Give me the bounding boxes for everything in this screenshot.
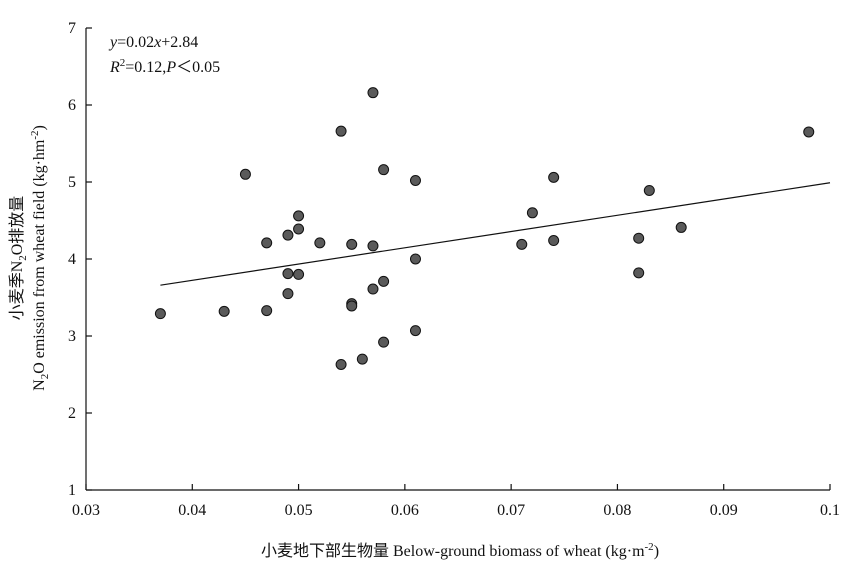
data-point: [633, 267, 645, 279]
data-point: [154, 308, 166, 320]
data-point: [261, 237, 273, 249]
y-tick-label: 6: [68, 97, 76, 114]
y-tick-label: 7: [68, 20, 76, 37]
data-point: [803, 126, 815, 138]
x-tick-label: 0.08: [603, 502, 631, 519]
data-point: [409, 174, 421, 186]
x-tick-labels: 0.03 0.04 0.05 0.06 0.07 0.08 0.09 0.1: [72, 502, 840, 519]
x-axis-title: 小麦地下部生物量 Below-ground biomass of wheat (…: [261, 541, 659, 560]
y-axis-title: 小麦季N2O排放量 N2O emission from wheat field …: [8, 125, 51, 391]
axes: [85, 28, 830, 491]
y-tick-label: 4: [68, 251, 76, 268]
data-point: [675, 221, 687, 233]
data-point: [335, 125, 347, 137]
data-point: [314, 237, 326, 249]
trendline-group: [160, 182, 831, 286]
x-tick-label: 0.1: [820, 502, 840, 519]
y-tick-label: 3: [68, 328, 76, 345]
regression-stats: R2=0.12,P＜0.05: [109, 57, 220, 76]
y-tick-label: 1: [68, 482, 76, 499]
data-point: [346, 300, 358, 312]
data-point: [293, 210, 305, 222]
data-point: [409, 253, 421, 265]
data-point: [409, 325, 421, 337]
x-tick-label: 0.06: [391, 502, 419, 519]
x-tick-label: 0.05: [285, 502, 313, 519]
data-point: [633, 232, 645, 244]
x-tick-label: 0.09: [710, 502, 738, 519]
data-point: [335, 358, 347, 370]
x-tick-label: 0.03: [72, 502, 100, 519]
data-point: [293, 268, 305, 280]
data-point: [239, 168, 251, 180]
data-point: [282, 229, 294, 241]
data-point: [282, 288, 294, 300]
y-axis-title-en: N2O emission from wheat field (kg·hm-2): [29, 125, 51, 391]
trendline: [160, 182, 831, 286]
data-point: [356, 353, 368, 365]
data-point: [526, 207, 538, 219]
data-point: [261, 305, 273, 317]
data-point: [378, 336, 390, 348]
y-axis-title-cn: 小麦季N2O排放量: [8, 196, 29, 321]
data-point: [516, 238, 528, 250]
data-point: [282, 268, 294, 280]
data-point: [218, 305, 230, 317]
data-point: [548, 235, 560, 247]
y-tick-label: 5: [68, 174, 76, 191]
y-tick-labels: 1 2 3 4 5 6 7: [68, 20, 76, 499]
data-point: [378, 164, 390, 176]
data-points: [154, 87, 815, 370]
data-point: [367, 283, 379, 295]
regression-equation: y=0.02x+2.84: [108, 34, 198, 51]
data-point: [643, 184, 655, 196]
data-point: [548, 171, 560, 183]
x-tick-label: 0.04: [178, 502, 206, 519]
data-point: [346, 238, 358, 250]
data-point: [378, 275, 390, 287]
x-tick-label: 0.07: [497, 502, 525, 519]
y-tick-label: 2: [68, 405, 76, 422]
tick-marks: [85, 27, 831, 491]
data-point: [367, 240, 379, 252]
data-point: [367, 87, 379, 99]
data-point: [293, 223, 305, 235]
